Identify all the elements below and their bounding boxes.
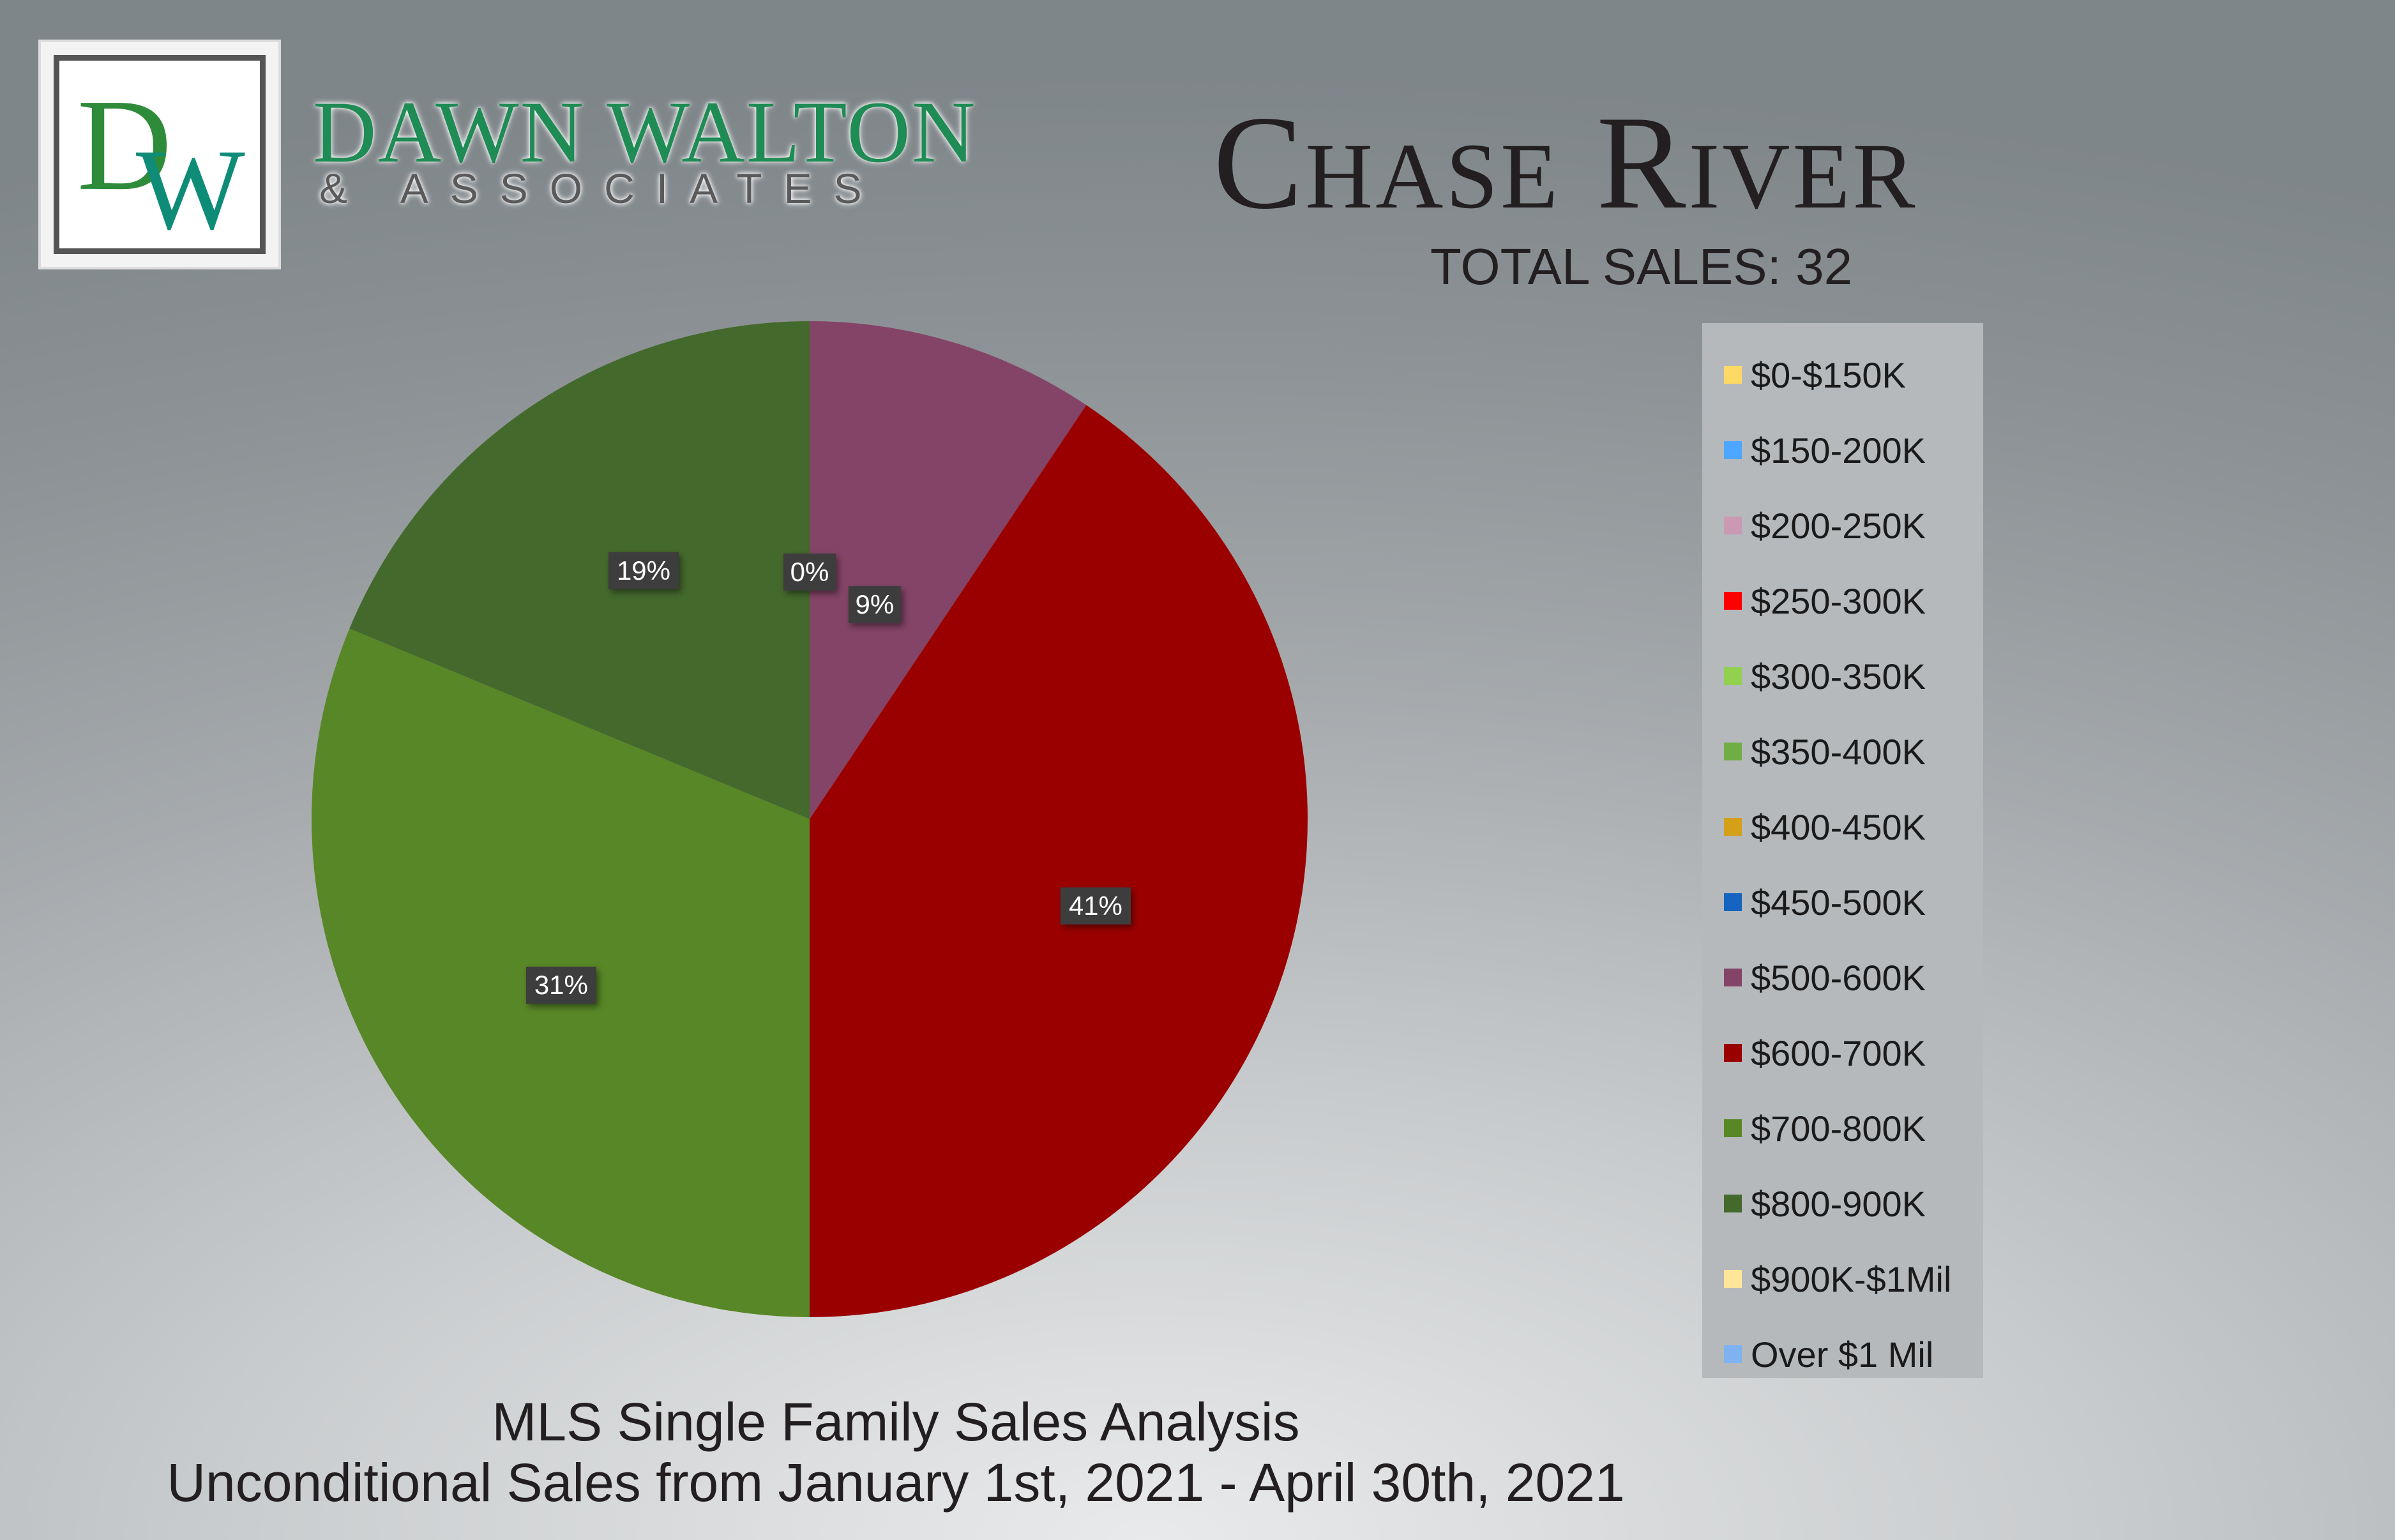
legend-label: $350-400K — [1751, 731, 1926, 772]
data-label-600-700k: 41% — [1060, 887, 1131, 925]
legend-item-600-700k: $600-700K — [1702, 1015, 1983, 1091]
footer-subtitle: Unconditional Sales from January 1st, 20… — [167, 1453, 1625, 1513]
data-label-800-900k: 19% — [608, 552, 679, 589]
legend-label: $800-900K — [1751, 1183, 1926, 1224]
legend-swatch — [1724, 893, 1742, 911]
pie-slice-500-600k — [810, 321, 1087, 819]
svg-text:0%: 0% — [790, 557, 829, 587]
pie-chart: 0% 9% 41% 31% 19% — [311, 321, 1308, 1318]
legend-item-900k-1mil: $900K-$1Mil — [1702, 1241, 1983, 1317]
legend-swatch — [1724, 592, 1742, 610]
legend-item-0-150k: $0-$150K — [1702, 337, 1983, 412]
legend-item-400-450k: $400-450K — [1702, 789, 1983, 864]
legend-label: $150-200K — [1751, 430, 1926, 471]
pie-data-labels: 0% 9% 41% 31% 19% — [525, 552, 1131, 1004]
pie-slice-800-900k — [349, 321, 810, 819]
legend-item-450-500k: $450-500K — [1702, 864, 1983, 940]
legend-swatch — [1724, 743, 1742, 760]
legend-item-800-900k: $800-900K — [1702, 1166, 1983, 1241]
data-label-700-800k: 31% — [525, 967, 596, 1004]
logo-monogram-icon: D W — [77, 72, 245, 248]
legend-swatch — [1724, 1195, 1742, 1212]
legend-label: $200-250K — [1751, 505, 1926, 546]
legend-label: $500-600K — [1751, 957, 1926, 998]
legend-label: Over $1 Mil — [1751, 1334, 1934, 1375]
svg-text:9%: 9% — [856, 589, 895, 619]
legend-swatch — [1724, 441, 1742, 459]
legend-item-300-350k: $300-350K — [1702, 638, 1983, 714]
legend-label: $0-$150K — [1751, 354, 1906, 395]
legend-label: $700-800K — [1751, 1108, 1926, 1149]
legend-item-150-200k: $150-200K — [1702, 412, 1983, 488]
legend-swatch — [1724, 818, 1742, 836]
legend-label: $300-350K — [1751, 656, 1926, 697]
legend-label: $400-450K — [1751, 806, 1926, 847]
svg-text:41%: 41% — [1069, 891, 1122, 921]
legend-item-250-300k: $250-300K — [1702, 563, 1983, 638]
legend-item-over-1-mil: Over $1 Mil — [1702, 1317, 1983, 1392]
legend-swatch — [1724, 1119, 1742, 1137]
chart-title: Chase River — [1213, 89, 1918, 237]
legend-label: $250-300K — [1751, 580, 1926, 621]
total-sales: TOTAL SALES: 32 — [1430, 238, 1853, 295]
legend-item-350-400k: $350-400K — [1702, 714, 1983, 789]
pie-slices — [311, 321, 1308, 1318]
chart-legend: $0-$150K $150-200K $200-250K $250-300K $300-… — [1702, 323, 1983, 1378]
legend-swatch — [1724, 667, 1742, 685]
legend-swatch — [1724, 366, 1742, 384]
legend-label: $450-500K — [1751, 882, 1926, 923]
svg-text:31%: 31% — [534, 970, 588, 1000]
brand-subtitle: & ASSOCIATES — [319, 165, 884, 212]
legend-item-200-250k: $200-250K — [1702, 488, 1983, 563]
svg-text:D: D — [77, 72, 172, 218]
svg-text:W: W — [136, 126, 245, 248]
svg-text:19%: 19% — [617, 555, 670, 585]
legend-item-500-600k: $500-600K — [1702, 940, 1983, 1015]
legend-swatch — [1724, 969, 1742, 986]
legend-label: $600-700K — [1751, 1032, 1926, 1073]
logo-monogram-frame: D W — [54, 55, 266, 254]
pie-slice-600-700k — [810, 405, 1308, 1318]
legend-swatch — [1724, 1345, 1742, 1363]
legend-label: $900K-$1Mil — [1751, 1258, 1952, 1299]
data-label-500-600k: 9% — [848, 586, 901, 624]
footer-title: MLS Single Family Sales Analysis — [492, 1392, 1300, 1452]
legend-swatch — [1724, 517, 1742, 534]
legend-swatch — [1724, 1044, 1742, 1062]
legend-swatch — [1724, 1270, 1742, 1288]
legend-item-700-800k: $700-800K — [1702, 1091, 1983, 1166]
brand-name: DAWN WALTON — [313, 83, 977, 181]
data-label-0-150k: 0% — [783, 554, 836, 591]
logo-badge: D W — [38, 40, 281, 269]
